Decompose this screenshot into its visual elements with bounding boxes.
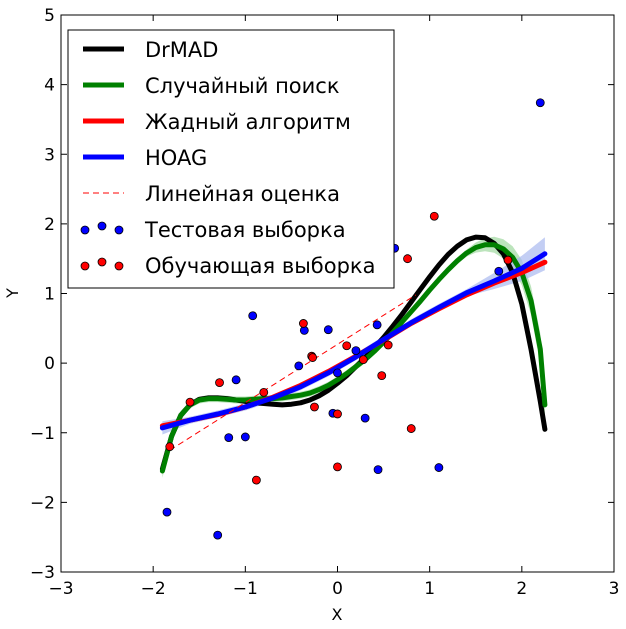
point-6-0 xyxy=(165,442,175,452)
y-tick-label-3: 0 xyxy=(44,354,55,374)
legend-label-6: Обучающая выборка xyxy=(145,254,375,278)
x-tick-label-1: −2 xyxy=(141,579,166,599)
y-tick-label-0: −3 xyxy=(30,563,55,583)
point-5-0 xyxy=(162,507,172,517)
point-5-11 xyxy=(351,346,361,355)
point-6-18 xyxy=(503,255,513,265)
legend-swatch-6-2 xyxy=(114,261,124,271)
y-tick-label-1: −2 xyxy=(30,493,55,513)
point-5-14 xyxy=(373,465,383,475)
point-5-6 xyxy=(294,361,304,371)
legend-swatch-6-1 xyxy=(97,257,107,267)
legend-label-4: Линейная оценка xyxy=(145,182,340,206)
point-6-10 xyxy=(333,462,342,472)
point-6-9 xyxy=(333,409,342,419)
legend-label-5: Тестовая выборка xyxy=(144,218,346,242)
y-axis-label: Y xyxy=(3,288,22,299)
point-5-13 xyxy=(372,320,382,330)
point-6-8 xyxy=(310,402,319,412)
point-6-13 xyxy=(377,371,387,381)
y-tick-label-2: −1 xyxy=(30,424,55,444)
point-6-7 xyxy=(308,353,318,362)
series-dashed-4 xyxy=(169,294,417,451)
point-5-3 xyxy=(231,375,241,385)
point-5-10 xyxy=(333,368,342,378)
point-6-12 xyxy=(358,355,368,365)
point-5-8 xyxy=(323,325,333,335)
y-tick-label-5: 2 xyxy=(44,215,55,235)
point-5-5 xyxy=(248,311,258,321)
point-5-12 xyxy=(360,413,370,423)
point-5-18 xyxy=(535,98,545,108)
point-6-2 xyxy=(215,378,224,388)
plot-area xyxy=(159,98,548,540)
series-line-1 xyxy=(159,242,548,474)
legend-label-1: Случайный поиск xyxy=(145,74,340,98)
legend-label-2: Жадный алгоритм xyxy=(145,110,351,134)
legend-swatch-6-0 xyxy=(80,261,90,271)
legend-label-3: HOAG xyxy=(145,146,207,170)
x-axis-label: X xyxy=(332,605,343,624)
y-tick-label-8: 5 xyxy=(44,6,55,26)
y-tick-label-7: 4 xyxy=(44,76,55,96)
point-6-16 xyxy=(406,424,416,433)
point-6-5 xyxy=(298,319,308,328)
x-tick-label-6: 3 xyxy=(609,579,620,599)
y-tick-label-6: 3 xyxy=(44,145,55,165)
x-tick-label-5: 2 xyxy=(516,579,527,599)
legend: DrMAD Случайный поиск Жадный алгоритм HOAG Л… xyxy=(67,29,395,289)
legend-label-0: DrMAD xyxy=(145,38,218,62)
point-6-1 xyxy=(185,397,195,407)
point-6-14 xyxy=(383,340,393,350)
x-tick-label-3: 0 xyxy=(332,579,343,599)
band-3 xyxy=(162,237,545,435)
point-5-17 xyxy=(494,266,504,276)
point-6-17 xyxy=(429,211,439,221)
ticks: −3 −2 −1 0 1 2 3 −3 −2 −1 0 1 2 3 4 5 xyxy=(30,6,619,599)
point-6-3 xyxy=(251,475,261,485)
point-5-1 xyxy=(213,530,223,540)
point-5-4 xyxy=(240,432,250,442)
legend-swatch-5-2 xyxy=(114,225,124,235)
legend-swatch-5-0 xyxy=(80,225,90,235)
y-tick-label-4: 1 xyxy=(44,285,55,305)
x-tick-label-2: −1 xyxy=(233,579,258,599)
point-6-11 xyxy=(342,341,352,351)
legend-swatch-5-1 xyxy=(97,221,107,231)
x-tick-label-4: 1 xyxy=(424,579,435,599)
point-5-16 xyxy=(434,463,444,472)
series-line-3 xyxy=(159,251,548,431)
point-6-15 xyxy=(403,254,412,264)
x-tick-label-0: −3 xyxy=(48,579,73,599)
point-5-2 xyxy=(224,433,234,443)
point-6-4 xyxy=(259,387,269,397)
